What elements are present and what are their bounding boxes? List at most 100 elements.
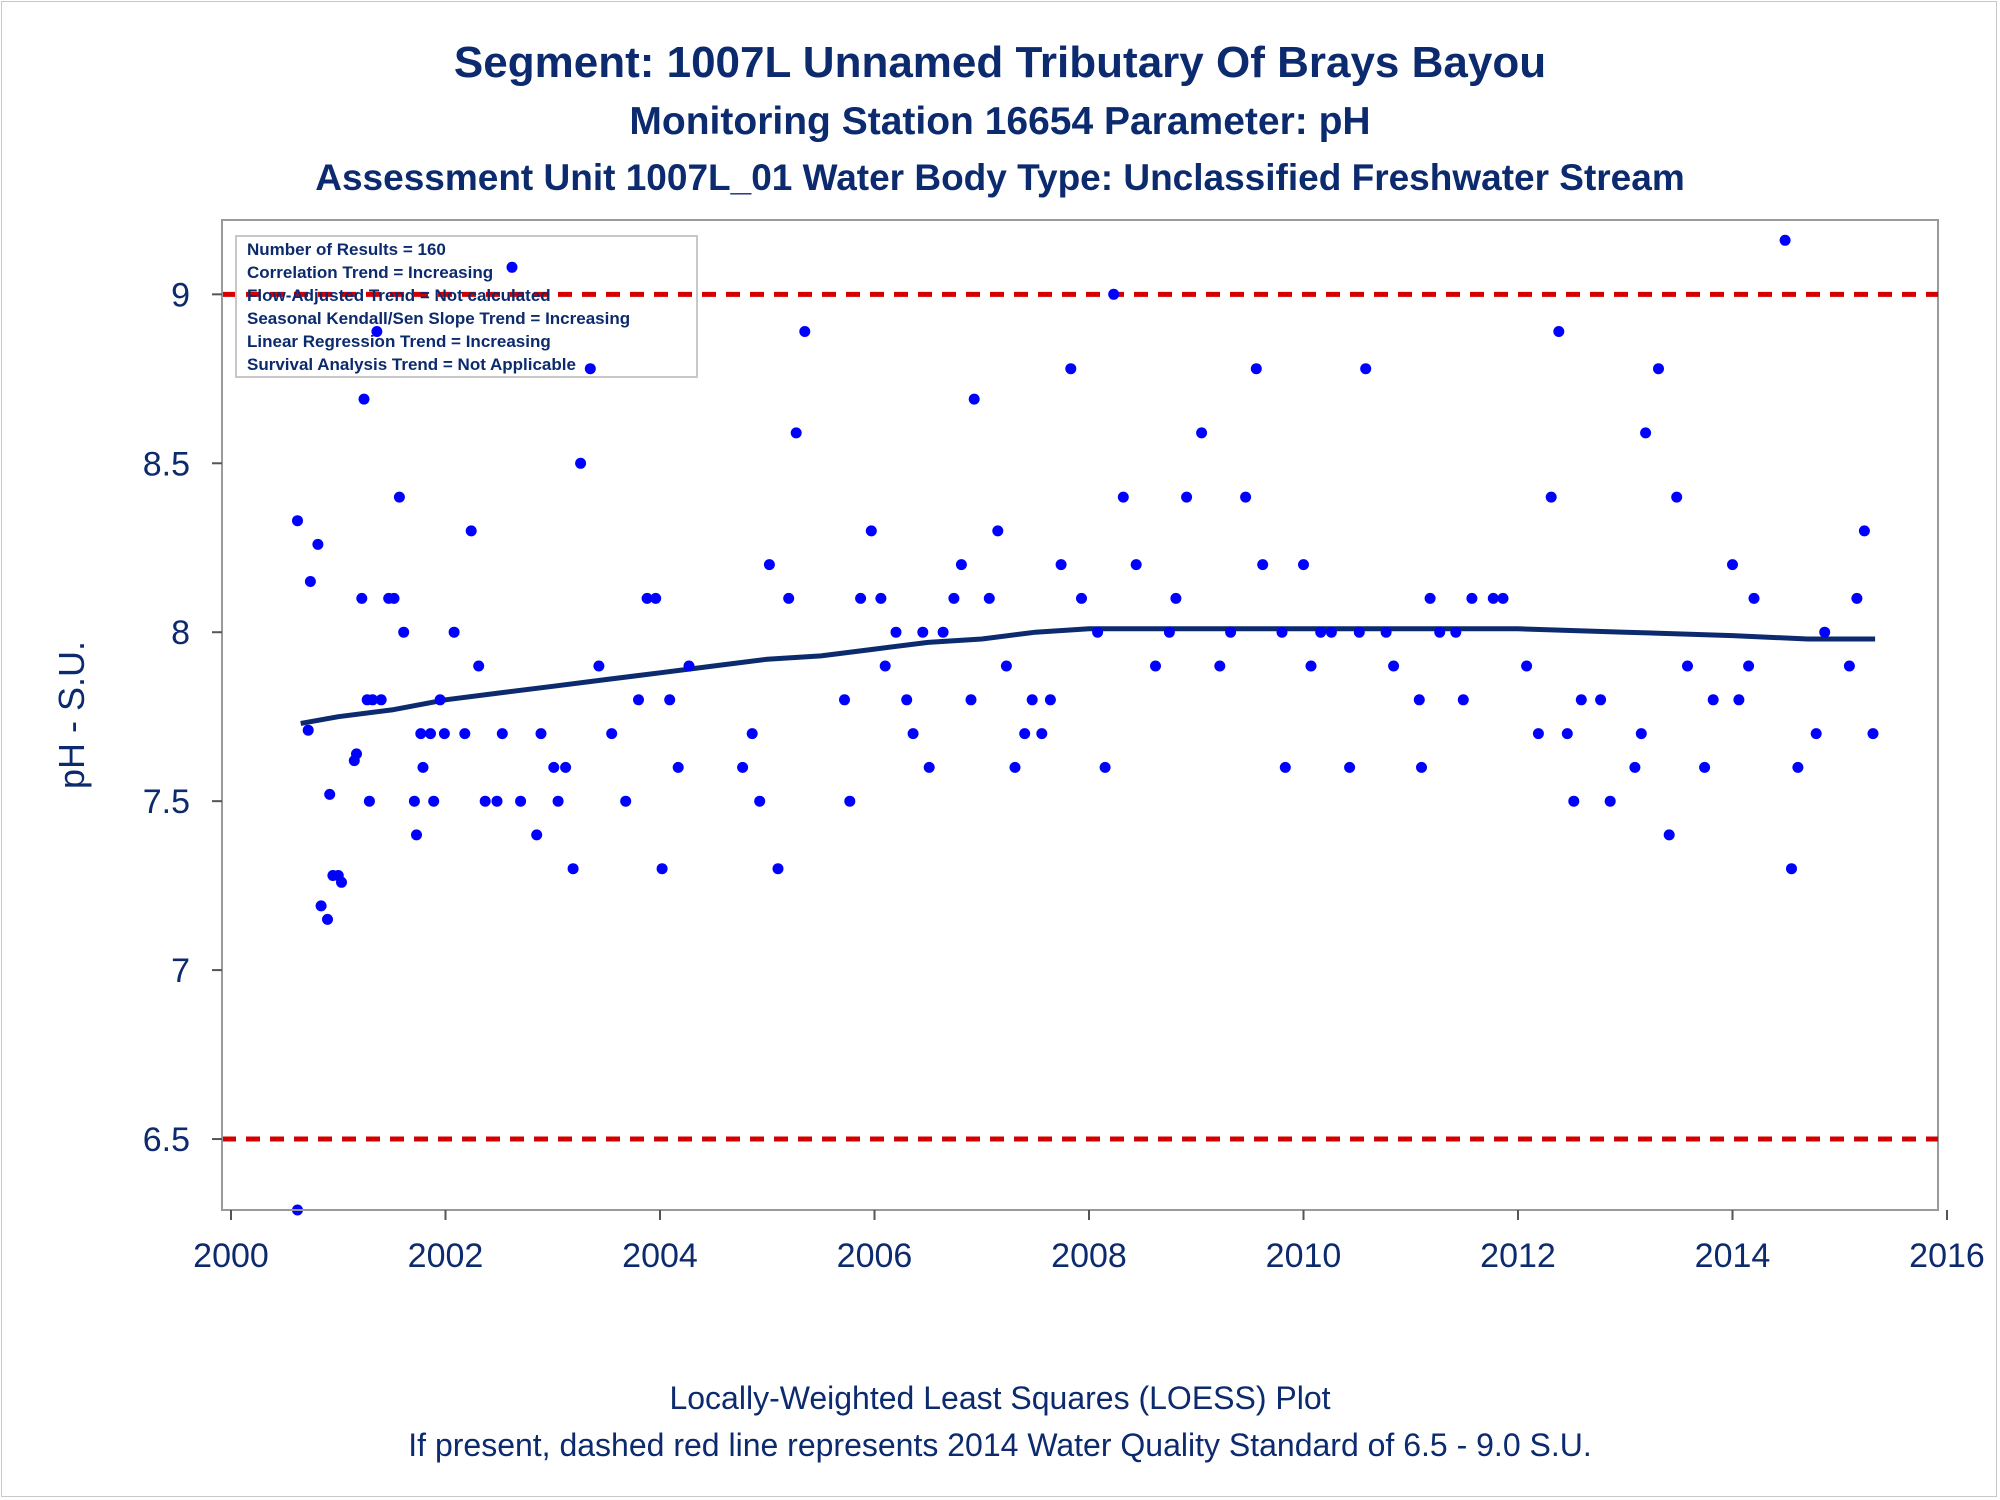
- data-point: [393, 491, 405, 503]
- y-axis-title: pH - S.U.: [51, 641, 92, 789]
- data-point: [1181, 491, 1193, 503]
- x-axis: 2000 2002 2004 2006 2008 2010 2012 2014 2016: [193, 1209, 1985, 1275]
- data-point: [411, 829, 422, 841]
- data-point: [567, 863, 579, 875]
- data-point: [746, 728, 758, 740]
- data-point: [1092, 626, 1104, 638]
- data-point: [1163, 626, 1175, 638]
- data-point: [1604, 795, 1616, 807]
- data-point: [1653, 363, 1664, 375]
- data-point: [1545, 491, 1557, 503]
- data-point: [1521, 660, 1533, 672]
- data-point: [479, 795, 491, 807]
- data-point: [367, 694, 379, 706]
- data-point: [336, 876, 347, 888]
- data-point: [1250, 363, 1262, 375]
- data-points: [292, 234, 1879, 1216]
- data-point: [302, 724, 314, 736]
- data-point: [855, 592, 867, 604]
- data-point: [641, 592, 653, 604]
- data-point: [1457, 694, 1469, 706]
- data-point: [1575, 694, 1587, 706]
- chart-subtitle: Monitoring Station 16654 Parameter: pH: [629, 100, 1371, 143]
- loess-curve-layer: [300, 626, 1876, 726]
- data-point: [1413, 694, 1425, 706]
- data-point: [496, 728, 508, 740]
- data-point: [1743, 660, 1755, 672]
- data-point: [664, 694, 676, 706]
- x-tick-label: 2006: [837, 1237, 913, 1275]
- data-point: [917, 626, 929, 638]
- legend-entry: Correlation Trend = Increasing: [247, 263, 493, 282]
- data-point: [1108, 288, 1120, 300]
- data-point: [358, 393, 370, 405]
- data-point: [371, 326, 383, 337]
- data-point: [1257, 559, 1269, 571]
- data-point: [417, 761, 429, 773]
- trend-legend: Number of Results = 160 Correlation Trend…: [235, 235, 698, 378]
- data-point: [1810, 728, 1822, 740]
- data-point: [879, 660, 891, 672]
- data-point: [948, 592, 960, 604]
- y-tick-label: 7.5: [143, 783, 190, 821]
- data-point: [363, 795, 375, 807]
- data-point: [1305, 660, 1317, 672]
- data-point: [790, 427, 802, 439]
- data-point: [1699, 761, 1711, 773]
- data-point: [844, 795, 856, 807]
- data-point: [425, 728, 436, 740]
- legend-entry: Survival Analysis Trend = Not Applicable: [247, 355, 576, 374]
- chart-subtitle-2: Assessment Unit 1007L_01 Water Body Type…: [315, 157, 1685, 198]
- data-point: [1225, 626, 1237, 638]
- data-point: [955, 559, 967, 571]
- data-point: [1196, 427, 1208, 439]
- data-point: [584, 363, 596, 375]
- y-tick-label: 8: [171, 614, 190, 652]
- data-point: [1009, 761, 1021, 773]
- data-point: [1214, 660, 1226, 672]
- data-point: [324, 788, 336, 800]
- data-point: [633, 694, 644, 706]
- x-tick-label: 2000: [193, 1237, 269, 1275]
- data-point: [1076, 592, 1087, 604]
- data-point: [1117, 491, 1129, 503]
- x-tick-label: 2004: [622, 1237, 698, 1275]
- data-point: [535, 728, 547, 740]
- data-point: [875, 592, 887, 604]
- data-point: [459, 728, 471, 740]
- x-tick-label: 2012: [1480, 1237, 1556, 1275]
- data-point: [907, 728, 919, 740]
- data-point: [356, 592, 368, 604]
- data-point: [548, 761, 560, 773]
- data-point: [515, 795, 527, 807]
- data-point: [1671, 491, 1683, 503]
- data-point: [560, 761, 572, 773]
- data-point: [438, 728, 450, 740]
- data-point: [304, 576, 316, 587]
- chart-title: Segment: 1007L Unnamed Tributary Of Bray…: [453, 38, 1547, 87]
- data-point: [1553, 326, 1565, 337]
- data-point: [1360, 363, 1372, 375]
- data-point: [398, 626, 410, 638]
- data-point: [1450, 626, 1462, 638]
- y-axis: 6.5 7 7.5 8 8.5 9 pH - S.U.: [51, 220, 223, 1210]
- data-point: [1561, 728, 1573, 740]
- data-point: [1858, 525, 1870, 537]
- data-point: [1466, 592, 1478, 604]
- data-point: [1682, 660, 1693, 672]
- data-point: [683, 660, 695, 672]
- data-point: [965, 694, 977, 706]
- data-point: [672, 761, 684, 773]
- data-point: [656, 863, 668, 875]
- data-point: [620, 795, 632, 807]
- data-point: [1044, 694, 1056, 706]
- data-point: [506, 261, 518, 273]
- data-point: [890, 626, 902, 638]
- data-point: [552, 795, 564, 807]
- data-point: [754, 795, 766, 807]
- data-point: [1568, 795, 1580, 807]
- data-point: [351, 748, 362, 760]
- data-point: [1532, 728, 1544, 740]
- data-point: [473, 660, 485, 672]
